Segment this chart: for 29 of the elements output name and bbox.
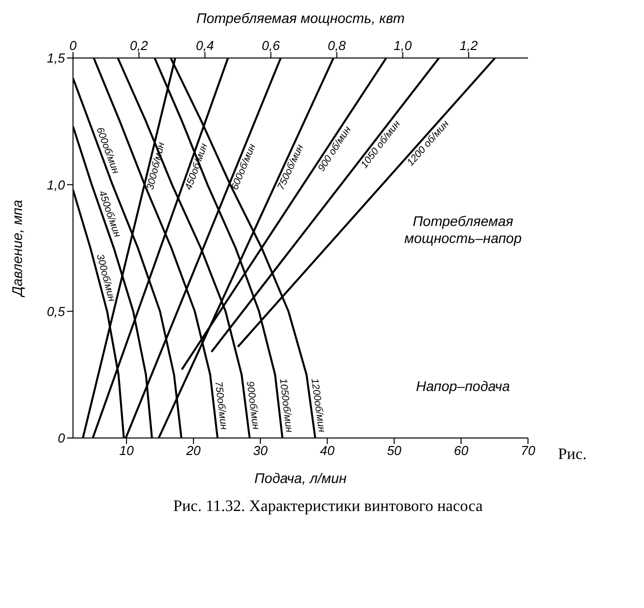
- text: 1200об/мин: [308, 378, 327, 434]
- y-tick-label: 1,0: [46, 177, 66, 192]
- y-tick-label: 0: [58, 430, 66, 446]
- text: 900об/мин: [244, 380, 262, 431]
- x2-tick-label: 0,2: [130, 38, 149, 53]
- annotation: Напор–подача: [415, 378, 511, 395]
- y-tick-label: 1,5: [46, 50, 66, 66]
- x2-tick-label: 0,6: [262, 38, 281, 53]
- text: 750об/мин: [212, 380, 229, 431]
- text: Рис. 11.32. Характеристики винтового насоса: [172, 498, 484, 516]
- y-axis-title: Давление, мпа: [8, 200, 25, 298]
- annotation: Потребляемая мощность–напор: [403, 213, 523, 247]
- x-tick-label: 40: [320, 443, 336, 458]
- x2-tick-label: 0: [69, 38, 78, 53]
- x2-tick-label: 0,8: [328, 38, 347, 53]
- x-tick-label: 30: [253, 443, 268, 458]
- text: 1050об/мин: [276, 378, 294, 434]
- x2-tick-label: 1,2: [460, 38, 478, 53]
- x-tick-label: 70: [520, 443, 536, 458]
- x2-tick-label: 1,0: [394, 38, 413, 53]
- x-tick-label: 10: [119, 443, 135, 458]
- x-axis-title: Подача, л/мин: [254, 470, 347, 486]
- y-tick-label: 0,5: [46, 304, 66, 319]
- x2-tick-label: 0,4: [196, 38, 214, 53]
- x-tick-label: 60: [454, 443, 470, 458]
- text: Рис.: [558, 446, 587, 464]
- x-tick-label: 50: [386, 443, 402, 458]
- x-tick-label: 20: [185, 443, 202, 458]
- x2-axis-title: Потребляемая мощность, квт: [196, 10, 406, 26]
